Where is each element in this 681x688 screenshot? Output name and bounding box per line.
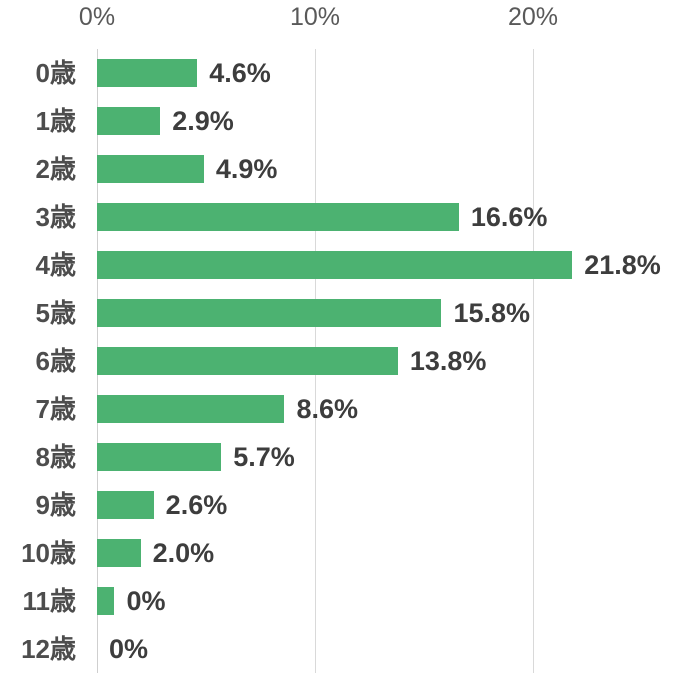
value-label: 2.6% [165, 490, 228, 520]
category-label: 11歳 [22, 586, 77, 616]
bar [97, 299, 442, 327]
bar [97, 155, 204, 183]
bar-row: 5歳 15.8% [0, 289, 681, 337]
bar-row: 10歳 2.0% [0, 529, 681, 577]
bar-row: 6歳 13.8% [0, 337, 681, 385]
x-axis-tick-label: 0% [78, 3, 116, 31]
value-label: 0% [109, 634, 149, 664]
category-label: 12歳 [21, 634, 76, 664]
value-label: 4.9% [215, 154, 278, 184]
bar-row: 12歳 0% [0, 625, 681, 673]
category-label: 3歳 [35, 202, 76, 232]
category-label: 2歳 [35, 154, 76, 184]
bar [97, 539, 141, 567]
value-label: 0% [126, 586, 166, 616]
bar-row: 9歳 2.6% [0, 481, 681, 529]
category-label: 8歳 [35, 442, 76, 472]
value-label: 2.9% [172, 106, 234, 136]
category-label: 10歳 [21, 538, 76, 568]
category-label: 4歳 [35, 250, 76, 280]
x-axis-tick-label: 20% [507, 3, 559, 31]
value-label: 21.8% [584, 250, 661, 280]
bar [97, 587, 115, 615]
category-label: 9歳 [35, 490, 76, 520]
bar [97, 347, 398, 375]
value-label: 5.7% [233, 442, 295, 472]
value-label: 2.0% [152, 538, 215, 568]
bar-row: 0歳 4.6% [0, 49, 681, 97]
bar [97, 443, 222, 471]
bar-row: 4歳 21.8% [0, 241, 681, 289]
value-label: 13.8% [409, 346, 487, 376]
value-label: 16.6% [470, 202, 548, 232]
bar [97, 251, 573, 279]
bar [97, 491, 154, 519]
bar-row: 11歳 0% [0, 577, 681, 625]
bar-row: 1歳 2.9% [0, 97, 681, 145]
bar [97, 395, 285, 423]
value-label: 15.8% [453, 298, 530, 328]
gridline [532, 49, 534, 673]
bar-row: 8歳 5.7% [0, 433, 681, 481]
category-label: 5歳 [35, 298, 76, 328]
bar-row: 2歳 4.9% [0, 145, 681, 193]
bar-row: 7歳 8.6% [0, 385, 681, 433]
category-label: 6歳 [35, 346, 76, 376]
category-label: 1歳 [35, 106, 76, 136]
bar [97, 59, 198, 87]
bar [97, 107, 161, 135]
bar-row: 3歳 16.6% [0, 193, 681, 241]
value-label: 8.6% [296, 394, 359, 424]
bar [97, 203, 459, 231]
x-axis-tick-label: 10% [289, 3, 341, 31]
category-label: 7歳 [35, 394, 76, 424]
category-label: 0歳 [35, 58, 76, 88]
value-label: 4.6% [209, 58, 271, 88]
